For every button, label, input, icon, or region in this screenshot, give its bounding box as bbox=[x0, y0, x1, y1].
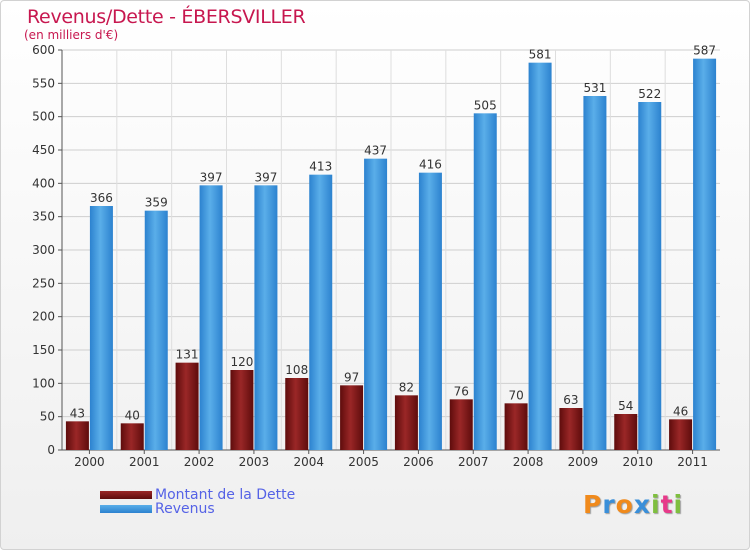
data-label-debt: 40 bbox=[125, 408, 140, 422]
bar-revenue bbox=[528, 62, 552, 451]
x-tick-label: 2011 bbox=[677, 455, 708, 469]
bar-debt bbox=[394, 395, 418, 450]
data-label-revenue: 531 bbox=[583, 81, 606, 95]
logo-letter: i bbox=[651, 490, 661, 519]
bar-revenue bbox=[309, 174, 333, 450]
data-label-revenue: 413 bbox=[309, 160, 332, 174]
logo-letter: r bbox=[602, 490, 616, 519]
x-tick-label: 2006 bbox=[403, 455, 434, 469]
y-tick-label: 250 bbox=[32, 276, 55, 290]
bar-debt bbox=[230, 370, 254, 450]
y-tick-label: 300 bbox=[32, 243, 55, 257]
bar-debt bbox=[614, 414, 638, 450]
logo-letter: i bbox=[673, 490, 684, 519]
data-label-revenue: 366 bbox=[90, 191, 113, 205]
y-tick-label: 350 bbox=[32, 210, 55, 224]
x-tick-label: 2002 bbox=[184, 455, 215, 469]
y-tick-label: 0 bbox=[47, 443, 55, 457]
x-tick-label: 2000 bbox=[74, 455, 105, 469]
data-label-debt: 97 bbox=[344, 370, 359, 384]
logo-letter: P bbox=[583, 490, 603, 519]
labels: 0 50 100 150 200 250 300 350 400 450 500 550 600 2000… bbox=[32, 43, 716, 469]
chart-unit-label: (en milliers d'€) bbox=[24, 28, 119, 42]
bar-revenue bbox=[693, 58, 717, 451]
data-label-revenue: 437 bbox=[364, 144, 387, 158]
data-label-debt: 54 bbox=[618, 399, 633, 413]
x-tick-label: 2008 bbox=[513, 455, 544, 469]
bar-debt bbox=[340, 385, 364, 450]
bar-revenue bbox=[254, 185, 278, 451]
y-tick-label: 150 bbox=[32, 343, 55, 357]
bar-debt bbox=[504, 403, 528, 450]
data-label-debt: 76 bbox=[454, 384, 469, 398]
data-label-debt: 43 bbox=[70, 406, 85, 420]
x-tick-label: 2004 bbox=[293, 455, 324, 469]
x-tick-label: 2001 bbox=[129, 455, 160, 469]
bar-revenue bbox=[364, 158, 388, 450]
x-tick-label: 2003 bbox=[239, 455, 270, 469]
x-tick-label: 2010 bbox=[622, 455, 653, 469]
x-tick-label: 2007 bbox=[458, 455, 489, 469]
data-label-revenue: 505 bbox=[474, 98, 497, 112]
legend-item-revenue: Revenus bbox=[100, 501, 215, 517]
bar-revenue bbox=[418, 172, 442, 450]
bar-debt bbox=[285, 378, 309, 450]
data-label-revenue: 397 bbox=[200, 170, 223, 184]
y-tick-label: 500 bbox=[32, 110, 55, 124]
data-label-revenue: 581 bbox=[529, 48, 552, 62]
bar-debt bbox=[120, 423, 144, 450]
bar-debt bbox=[559, 408, 583, 450]
legend-label-revenue: Revenus bbox=[155, 501, 215, 517]
data-label-revenue: 359 bbox=[145, 196, 168, 210]
y-tick-label: 550 bbox=[32, 76, 55, 90]
data-label-debt: 46 bbox=[673, 404, 688, 418]
data-label-revenue: 522 bbox=[638, 87, 661, 101]
legend-swatch-revenue bbox=[100, 505, 152, 513]
bar-debt bbox=[669, 419, 693, 450]
legend-item-debt: Montant de la Dette bbox=[100, 487, 295, 503]
axes bbox=[58, 49, 720, 454]
bar-debt bbox=[449, 399, 473, 450]
bar-revenue bbox=[89, 206, 113, 450]
data-label-revenue: 587 bbox=[693, 44, 716, 58]
y-tick-label: 100 bbox=[32, 376, 55, 390]
logo-letter: x bbox=[633, 490, 651, 519]
legend-swatch-debt bbox=[100, 491, 152, 499]
bars bbox=[65, 58, 717, 451]
chart-title: Revenus/Dette - ÉBERSVILLER bbox=[27, 6, 306, 28]
data-label-revenue: 416 bbox=[419, 158, 442, 172]
data-label-debt: 70 bbox=[508, 388, 523, 402]
data-label-revenue: 397 bbox=[254, 170, 277, 184]
grid-lines bbox=[62, 49, 720, 450]
data-label-debt: 131 bbox=[176, 348, 199, 362]
proxiti-logo: Proxiti bbox=[583, 490, 683, 519]
y-tick-label: 200 bbox=[32, 310, 55, 324]
y-tick-label: 400 bbox=[32, 176, 55, 190]
bar-revenue bbox=[583, 96, 607, 450]
data-label-debt: 120 bbox=[230, 355, 253, 369]
bar-debt bbox=[65, 421, 89, 450]
data-label-debt: 82 bbox=[399, 380, 414, 394]
logo-letter: o bbox=[615, 490, 634, 519]
bar-revenue bbox=[144, 210, 168, 450]
y-tick-label: 50 bbox=[40, 410, 55, 424]
bar-debt bbox=[175, 362, 199, 450]
legend-label-debt: Montant de la Dette bbox=[155, 487, 296, 503]
y-tick-label: 600 bbox=[32, 43, 55, 57]
data-label-debt: 63 bbox=[563, 393, 578, 407]
x-tick-label: 2005 bbox=[348, 455, 379, 469]
y-tick-label: 450 bbox=[32, 143, 55, 157]
bar-revenue bbox=[473, 113, 497, 450]
logo-letter: t bbox=[660, 490, 674, 519]
bar-revenue bbox=[199, 185, 223, 451]
bar-revenue bbox=[638, 102, 662, 450]
x-tick-label: 2009 bbox=[568, 455, 599, 469]
data-label-debt: 108 bbox=[285, 363, 308, 377]
